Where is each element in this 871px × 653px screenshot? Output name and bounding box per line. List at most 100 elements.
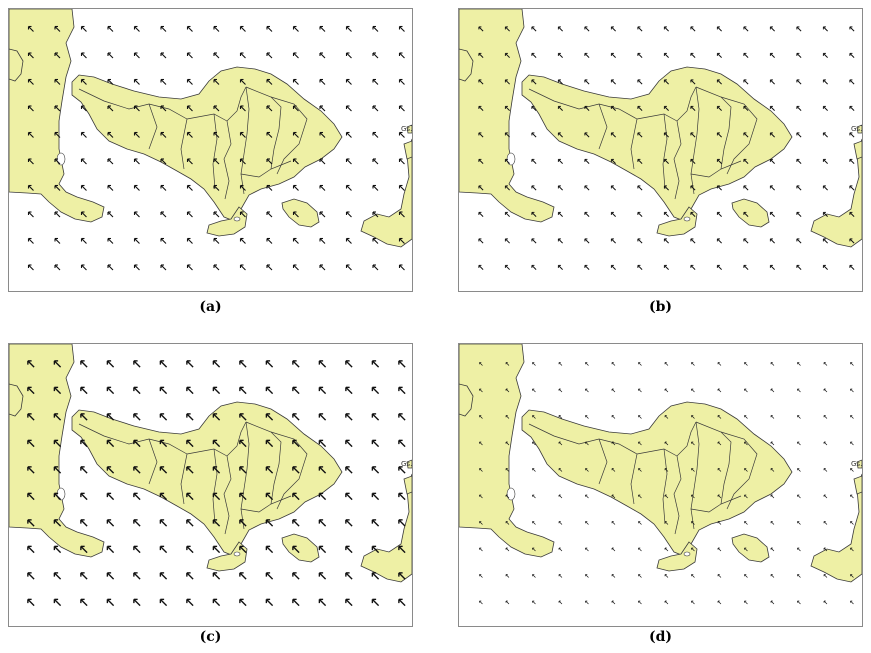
wind-arrow <box>557 52 563 58</box>
wind-arrow <box>133 439 141 448</box>
regency-border <box>598 103 608 150</box>
wind-arrow <box>610 238 616 244</box>
wind-arrow <box>345 519 353 527</box>
wind-arrow <box>770 494 775 499</box>
wind-arrow <box>80 78 87 85</box>
wind-arrow <box>797 441 801 446</box>
bukit-peninsula <box>206 541 248 572</box>
wind-arrow <box>265 360 274 368</box>
wind-arrow <box>504 158 510 164</box>
wind-arrow <box>371 545 380 554</box>
wind-arrow <box>372 25 379 32</box>
sumbawa-tip <box>403 140 412 160</box>
wind-arrow <box>531 238 537 244</box>
wind-arrow <box>133 386 141 395</box>
regency-border <box>690 86 700 195</box>
wind-arrow <box>479 547 483 552</box>
wind-arrow <box>849 26 855 32</box>
wind-arrow <box>160 184 167 191</box>
wind-arrow <box>531 185 537 191</box>
wind-arrow <box>80 52 87 59</box>
gs-islet <box>406 459 412 469</box>
wind-arrow <box>186 105 193 112</box>
wind-arrow <box>637 264 643 270</box>
panel-caption-a: (a) <box>199 299 222 315</box>
wind-arrow <box>27 264 34 271</box>
wind-arrow-grid <box>479 362 854 605</box>
regency-border <box>673 120 682 200</box>
wind-arrow <box>107 131 114 138</box>
wind-arrow <box>743 264 749 270</box>
wind-arrow <box>318 519 327 527</box>
wind-arrow <box>239 158 246 165</box>
wind-arrow <box>531 105 537 111</box>
wind-arrow <box>27 184 34 191</box>
wind-arrow-grid <box>27 25 405 271</box>
wind-arrow <box>610 26 616 32</box>
wind-arrow <box>822 132 828 138</box>
wind-arrow <box>398 572 406 580</box>
wind-arrow <box>610 105 616 111</box>
wind-arrow <box>54 52 61 59</box>
wind-arrow <box>80 131 87 138</box>
wind-arrow <box>611 388 616 393</box>
wind-arrow <box>107 184 114 191</box>
wind-arrow <box>744 415 748 419</box>
wind-arrow <box>371 386 380 395</box>
wind-arrow <box>80 439 88 448</box>
regency-border <box>240 421 250 530</box>
wind-arrow <box>531 211 537 217</box>
wind-arrow <box>319 264 326 271</box>
wind-arrow <box>318 386 327 395</box>
wind-arrow <box>850 600 854 605</box>
wind-arrow <box>80 386 88 395</box>
wind-arrow <box>212 572 221 580</box>
wind-arrow <box>371 413 380 421</box>
wind-arrow <box>611 494 616 499</box>
wind-arrow <box>849 158 855 164</box>
wind-arrow <box>478 79 484 85</box>
wind-arrow <box>292 413 300 421</box>
wind-arrow <box>531 52 537 58</box>
regency-border <box>186 421 247 457</box>
wind-arrow <box>849 185 855 191</box>
bali-landmass <box>71 401 343 557</box>
wind-arrow <box>584 105 590 111</box>
wind-arrow <box>345 78 352 85</box>
wind-arrow <box>664 415 669 419</box>
lombok-east-landmass <box>360 138 412 248</box>
wind-arrow <box>716 185 722 191</box>
wind-arrow <box>265 439 274 448</box>
wind-arrow <box>532 547 536 552</box>
wind-arrow <box>107 237 114 244</box>
wind-arrow <box>345 184 352 191</box>
wind-arrow <box>186 78 193 85</box>
wind-arrow <box>213 131 220 138</box>
island-label: Gs. <box>401 460 412 468</box>
wind-arrow <box>744 574 748 578</box>
bali-landmass <box>71 66 343 222</box>
wind-arrow <box>212 519 221 527</box>
wind-arrow <box>80 519 88 527</box>
wind-arrow <box>345 439 353 448</box>
wind-arrow <box>691 388 695 393</box>
wind-arrow <box>292 598 300 607</box>
regency-border <box>662 113 668 190</box>
regency-border <box>630 118 638 170</box>
wind-arrow <box>186 519 194 527</box>
wind-arrow <box>372 211 379 218</box>
wind-arrow <box>691 441 695 446</box>
wind-arrow <box>505 600 510 605</box>
wind-arrow <box>345 158 352 165</box>
wind-arrow <box>54 211 61 218</box>
wind-arrow <box>160 211 167 218</box>
wind-arrow <box>823 600 828 605</box>
wind-arrow <box>585 388 589 393</box>
wind-arrow <box>345 360 353 368</box>
island-label: Gs. <box>851 460 862 468</box>
wind-arrow <box>849 264 855 270</box>
wind-arrow <box>850 415 854 419</box>
panel-caption-b: (b) <box>648 299 673 315</box>
wind-arrow <box>80 25 87 32</box>
inlet-hole <box>683 551 691 557</box>
